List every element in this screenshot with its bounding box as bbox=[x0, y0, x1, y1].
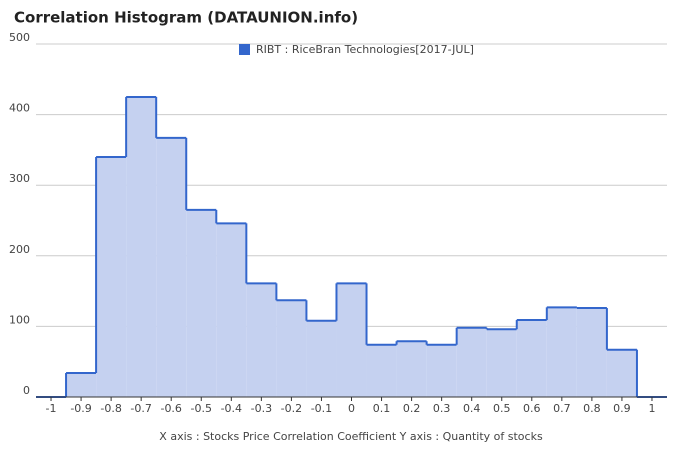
x-tick-label: -0.4 bbox=[221, 402, 242, 415]
bar bbox=[96, 156, 127, 397]
bar bbox=[276, 300, 307, 397]
y-tick-label: 0 bbox=[23, 384, 30, 397]
legend-swatch bbox=[239, 44, 250, 55]
x-tick-label: -0.5 bbox=[191, 402, 212, 415]
bar bbox=[156, 137, 187, 397]
bar bbox=[216, 223, 247, 397]
x-tick-label: 0.7 bbox=[553, 402, 571, 415]
axis-label: X axis : Stocks Price Correlation Coeffi… bbox=[159, 430, 543, 443]
x-tick-label: 0.3 bbox=[433, 402, 451, 415]
bar bbox=[396, 341, 427, 397]
x-tick-label: -0.7 bbox=[130, 402, 151, 415]
bar bbox=[456, 327, 487, 397]
x-tick-label: -0.1 bbox=[311, 402, 332, 415]
bar bbox=[126, 96, 157, 397]
x-tick-label: -1 bbox=[46, 402, 57, 415]
x-tick-label: -0.3 bbox=[251, 402, 272, 415]
x-tick-label: 0.5 bbox=[493, 402, 511, 415]
x-tick-label: 0.8 bbox=[583, 402, 601, 415]
x-tick-label: 0.6 bbox=[523, 402, 541, 415]
x-tick-label: -0.8 bbox=[100, 402, 121, 415]
bar bbox=[366, 344, 397, 397]
x-tick-label: -0.2 bbox=[281, 402, 302, 415]
legend-label: RIBT : RiceBran Technologies[2017-JUL] bbox=[256, 43, 474, 56]
x-tick-label: 0.1 bbox=[373, 402, 391, 415]
bar bbox=[66, 372, 97, 397]
y-tick-label: 300 bbox=[9, 172, 30, 185]
x-tick-label: 0.9 bbox=[613, 402, 631, 415]
x-tick-label: 0.4 bbox=[463, 402, 481, 415]
bar bbox=[516, 320, 547, 397]
x-tick-label: 0.2 bbox=[403, 402, 421, 415]
chart-title: Correlation Histogram (DATAUNION.info) bbox=[14, 9, 358, 27]
y-tick-label: 200 bbox=[9, 243, 30, 256]
y-tick-label: 100 bbox=[9, 313, 30, 326]
bar bbox=[306, 320, 337, 397]
bar bbox=[486, 329, 517, 397]
bar bbox=[186, 209, 217, 397]
y-tick-label: 400 bbox=[9, 102, 30, 115]
x-tick-label: -0.9 bbox=[70, 402, 91, 415]
x-tick-label: 1 bbox=[648, 402, 655, 415]
bar bbox=[426, 344, 457, 397]
bar bbox=[246, 283, 277, 397]
bar bbox=[576, 308, 607, 397]
bar bbox=[336, 283, 367, 397]
x-tick-label: -0.6 bbox=[160, 402, 181, 415]
x-tick-label: 0 bbox=[348, 402, 355, 415]
y-tick-label: 500 bbox=[9, 31, 30, 44]
bar bbox=[546, 307, 577, 397]
bar bbox=[606, 349, 637, 397]
